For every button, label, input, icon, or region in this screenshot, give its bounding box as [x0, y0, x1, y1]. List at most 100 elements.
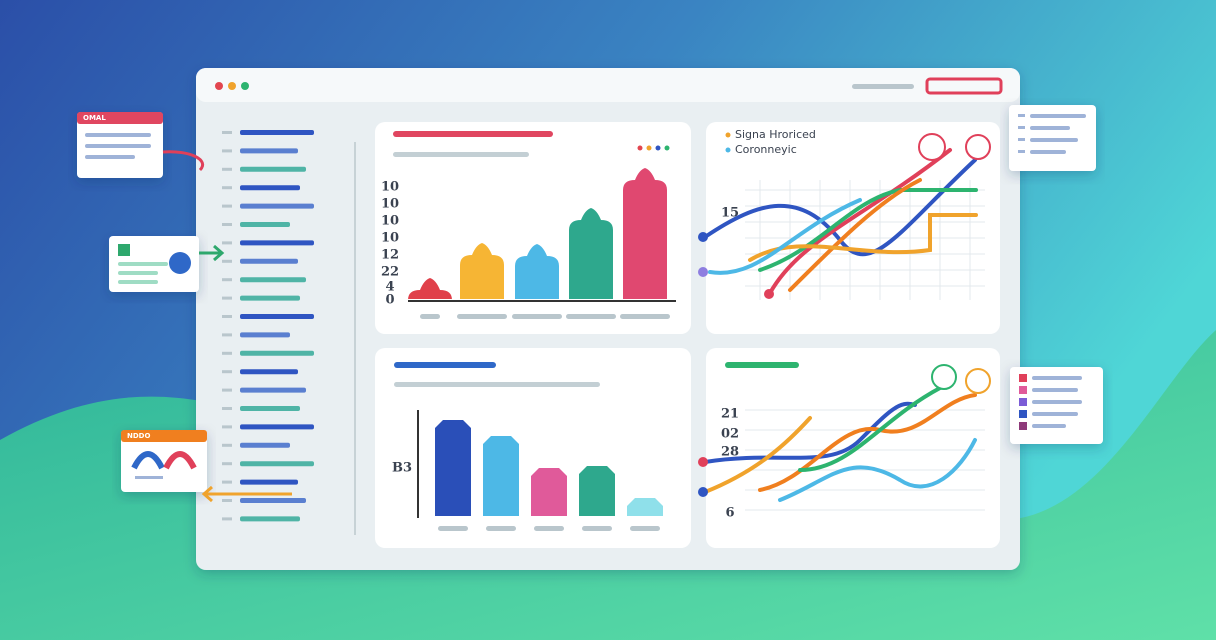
trend-line — [748, 213, 978, 262]
x-tick-label-bar — [620, 314, 670, 319]
sidebar-bullet — [222, 315, 232, 318]
bar — [460, 243, 504, 299]
y-tick-label: 12 — [381, 248, 399, 263]
card-line — [85, 133, 151, 137]
sidebar-bullet — [222, 167, 232, 171]
card-bullet — [1018, 150, 1025, 153]
legend-dot — [637, 145, 643, 151]
card-header — [121, 430, 207, 442]
data-point — [698, 267, 708, 277]
sidebar-item — [240, 387, 306, 393]
card-line — [1030, 126, 1070, 130]
x-tick-label-bar — [486, 526, 516, 531]
sidebar-item — [240, 258, 298, 264]
x-tick-label-bar — [534, 526, 564, 531]
sidebar-item — [240, 166, 306, 172]
card-line — [1030, 138, 1078, 142]
data-point — [698, 232, 708, 242]
trend-line — [768, 148, 952, 295]
y-tick-label: 4 — [385, 280, 394, 295]
badge — [965, 134, 991, 160]
sidebar-bullet — [222, 499, 232, 502]
title-bar — [196, 68, 1020, 102]
sidebar-item — [240, 185, 300, 191]
card-line — [1030, 150, 1066, 154]
sidebar-item — [240, 332, 290, 338]
legend-dot — [655, 145, 661, 151]
window-dot — [228, 82, 236, 90]
sidebar-bullet — [222, 388, 232, 392]
panel-subheading — [394, 382, 600, 387]
card-swatch — [1019, 374, 1027, 382]
sidebar-item — [240, 424, 314, 430]
bar — [627, 498, 663, 516]
y-tick-label: B3 — [392, 461, 412, 476]
card-bullet — [1018, 114, 1025, 117]
legend-dot — [725, 132, 731, 138]
bar — [435, 420, 471, 516]
sidebar-item — [240, 350, 314, 356]
sidebar-bullet — [222, 351, 232, 355]
card-swatch — [1019, 422, 1027, 430]
sidebar-bullet — [222, 131, 232, 134]
bar — [531, 468, 567, 516]
trend-line — [778, 438, 977, 502]
badge — [931, 364, 957, 390]
panel-subheading — [393, 152, 529, 157]
sidebar-bullet — [222, 296, 232, 300]
sidebar-bullet — [222, 223, 232, 226]
y-tick-label: 10 — [381, 231, 399, 246]
sidebar-item — [240, 461, 314, 467]
sidebar-item — [240, 369, 298, 375]
data-point — [764, 289, 774, 299]
y-tick-label: 28 — [721, 445, 739, 460]
card-label: OMAL — [83, 114, 106, 122]
bar — [579, 466, 615, 516]
y-tick-label: 10 — [381, 180, 399, 195]
trend-line — [788, 178, 922, 292]
bar — [483, 436, 519, 516]
search-bar — [852, 84, 914, 89]
sidebar-item — [240, 240, 314, 246]
card-line — [1032, 424, 1066, 428]
card-line — [1032, 376, 1082, 380]
y-tick-label: 0 — [385, 293, 394, 308]
y-tick-label: 10 — [381, 197, 399, 212]
panel-heading — [725, 362, 799, 368]
badge — [965, 368, 991, 394]
header-button — [925, 77, 1003, 95]
connector — [162, 150, 204, 172]
y-tick-label: 6 — [725, 506, 734, 521]
sidebar-item — [240, 498, 306, 503]
sidebar-item — [240, 442, 290, 448]
sidebar-bullet — [222, 259, 232, 263]
legend-dot — [664, 145, 670, 151]
sidebar-item — [240, 516, 300, 522]
y-tick-label: 21 — [721, 407, 739, 422]
trend-line — [798, 386, 942, 472]
sidebar-bullet — [222, 149, 232, 153]
sidebar-bullet — [222, 407, 232, 410]
lock-icon — [169, 252, 191, 274]
sidebar-bullet — [222, 517, 232, 521]
sidebar-item — [240, 479, 298, 485]
y-tick-label: 15 — [721, 206, 739, 221]
card-bullet — [1018, 126, 1025, 129]
card-line — [85, 144, 151, 148]
card-label: NDDO — [127, 432, 150, 440]
sidebar-item — [240, 277, 306, 283]
panel-heading — [393, 131, 553, 137]
card-icon — [118, 244, 130, 256]
card-line — [85, 155, 135, 159]
x-tick-label-bar — [582, 526, 612, 531]
bar — [408, 278, 452, 300]
x-tick-label-bar — [420, 314, 440, 319]
card-line — [118, 271, 158, 275]
sidebar-bullet — [222, 204, 232, 208]
card-line — [1032, 412, 1078, 416]
card-bullet — [1018, 138, 1025, 141]
trend-line — [758, 188, 978, 272]
bar — [569, 208, 613, 299]
